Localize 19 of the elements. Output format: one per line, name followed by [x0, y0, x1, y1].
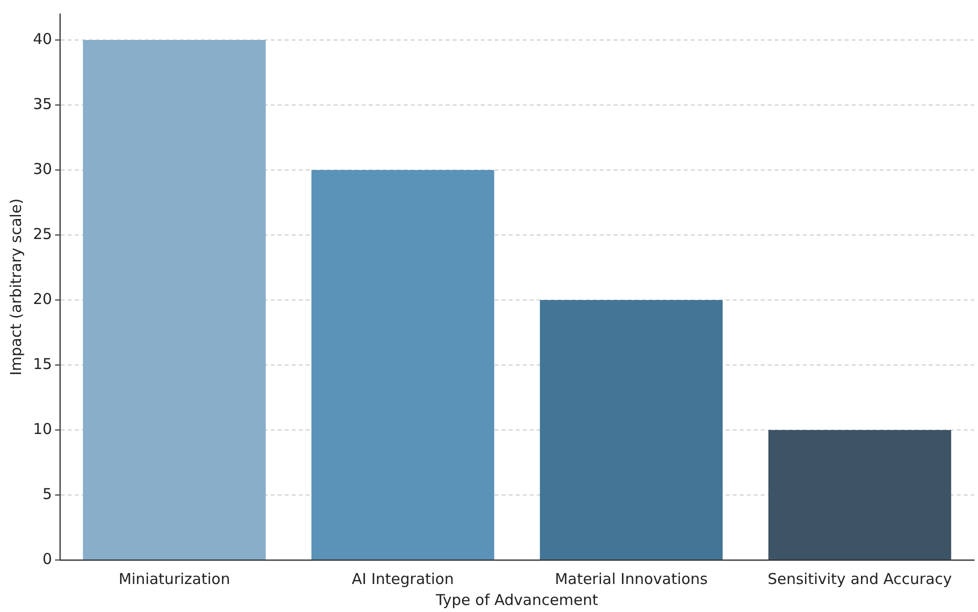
bar [311, 170, 494, 560]
y-tick-label: 40 [32, 30, 52, 48]
x-tick-label: Material Innovations [554, 570, 708, 588]
y-tick-label: 25 [32, 224, 52, 243]
bar [768, 430, 952, 560]
bar [540, 300, 723, 560]
x-tick-label: Miniaturization [118, 570, 230, 588]
y-tick-label: 20 [32, 290, 52, 308]
y-tick-label: 10 [32, 420, 52, 438]
y-tick-label: 15 [32, 354, 52, 373]
y-tick-label: 0 [42, 550, 52, 568]
y-tick-label: 35 [32, 94, 52, 113]
bar [82, 40, 266, 560]
y-tick-label: 30 [32, 160, 52, 178]
x-tick-label: AI Integration [352, 570, 454, 588]
y-tick-label: 5 [42, 484, 52, 503]
y-axis-title: Impact (arbitrary scale) [6, 198, 25, 376]
x-axis-title: Type of Advancement [434, 590, 598, 609]
x-tick-label: Sensitivity and Accuracy [768, 570, 952, 588]
